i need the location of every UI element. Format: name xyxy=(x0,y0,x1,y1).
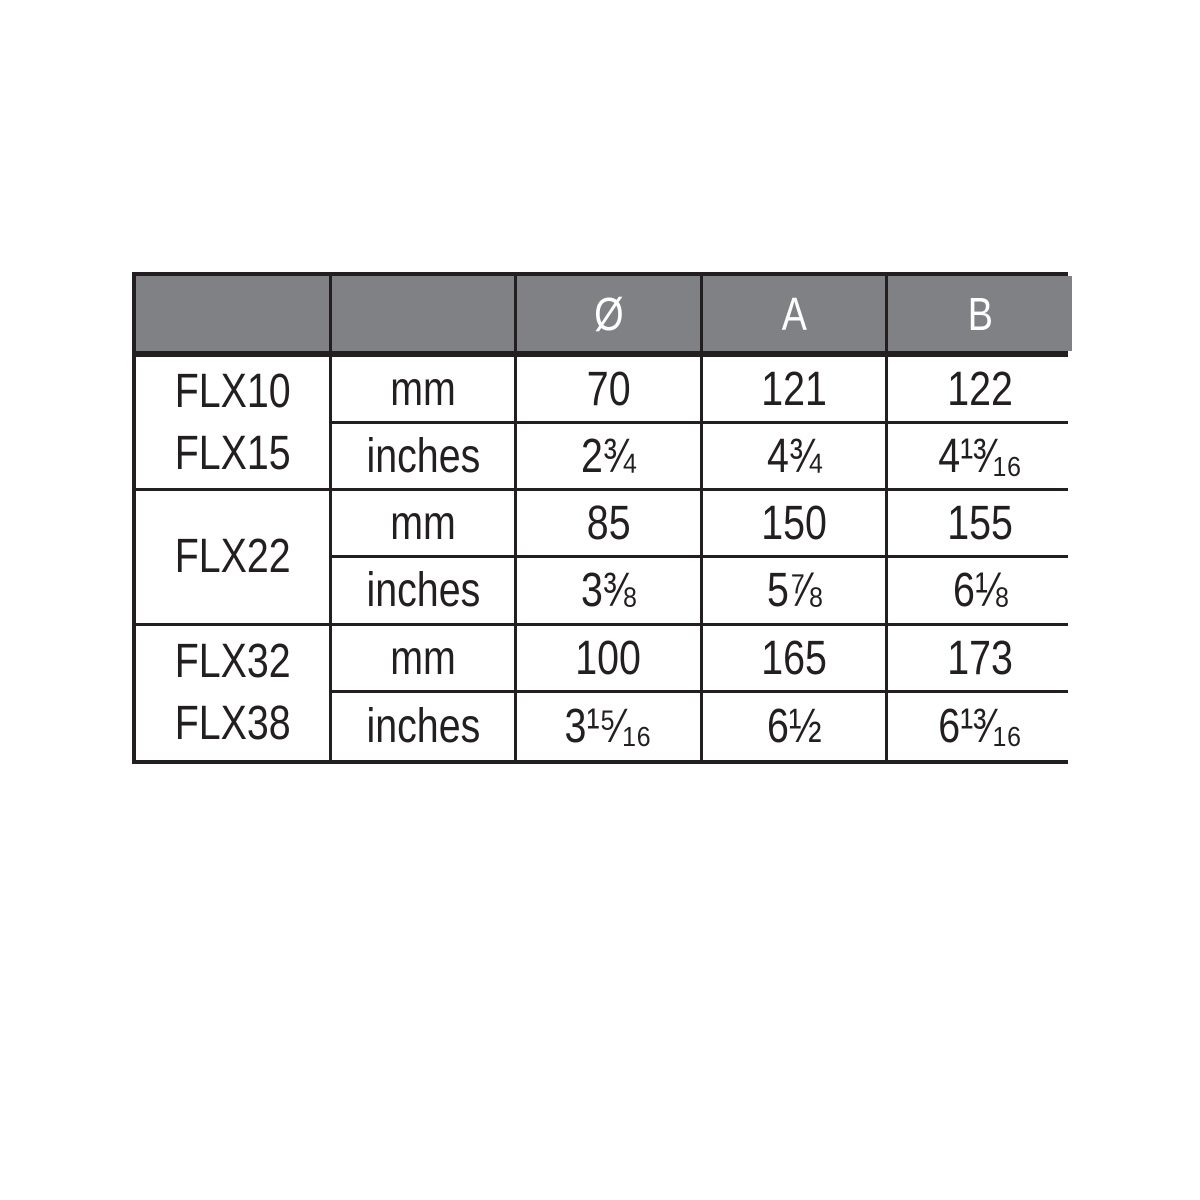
model-name: FLX32 xyxy=(174,635,291,688)
value-cell: 5⅞ xyxy=(703,558,885,623)
header-cell-model xyxy=(136,276,329,351)
unit-cell: mm xyxy=(332,626,514,690)
value-cell: 165 xyxy=(703,626,885,690)
value-cell: 173 xyxy=(888,626,1072,690)
unit-cell: mm xyxy=(332,491,514,555)
value-cell: 150 xyxy=(703,491,885,555)
unit-cell: mm xyxy=(332,357,514,421)
unit-label: mm xyxy=(390,631,456,685)
model-name: FLX10 xyxy=(174,364,291,418)
value-cell: 6⅛ xyxy=(888,558,1072,623)
value-text: 150 xyxy=(761,496,827,550)
model-name: FLX15 xyxy=(174,426,291,480)
value-text: 70 xyxy=(586,362,631,416)
dimensions-table: Ø A B FLX10 FLX15 mm 70 121 122 inches 2¾ 4¾ 4¹³⁄… xyxy=(132,272,1072,764)
value-text: 4¾ xyxy=(766,429,822,483)
value-text: 3¹⁵⁄₁₆ xyxy=(564,700,653,753)
model-name: FLX38 xyxy=(174,697,291,750)
model-cell: FLX32 FLX38 xyxy=(136,626,329,760)
value-cell: 85 xyxy=(517,491,700,555)
value-text: 173 xyxy=(947,631,1013,685)
value-text: 6⅛ xyxy=(952,564,1008,617)
value-cell: 155 xyxy=(888,491,1072,555)
value-cell: 100 xyxy=(517,626,700,690)
header-cell-diameter: Ø xyxy=(517,276,700,351)
unit-label: inches xyxy=(366,429,480,483)
value-text: 155 xyxy=(947,496,1013,550)
value-cell: 2¾ xyxy=(517,424,700,488)
value-cell: 3¹⁵⁄₁₆ xyxy=(517,693,700,760)
value-text: 85 xyxy=(586,496,631,550)
value-text: 165 xyxy=(761,631,827,685)
value-cell: 3⅜ xyxy=(517,558,700,623)
value-text: 5⅞ xyxy=(766,564,822,617)
unit-cell: inches xyxy=(332,424,514,488)
header-cell-a: A xyxy=(703,276,885,351)
value-cell: 4¾ xyxy=(703,424,885,488)
unit-label: inches xyxy=(366,564,480,617)
model-cell: FLX10 FLX15 xyxy=(136,357,329,488)
model-name: FLX22 xyxy=(174,530,291,583)
value-cell: 70 xyxy=(517,357,700,421)
value-text: 6½ xyxy=(766,700,822,753)
value-cell: 121 xyxy=(703,357,885,421)
value-text: 100 xyxy=(575,631,642,685)
value-text: 4¹³⁄₁₆ xyxy=(938,429,1022,483)
value-text: 3⅜ xyxy=(581,564,636,617)
value-cell: 122 xyxy=(888,357,1072,421)
model-cell: FLX22 xyxy=(136,491,329,623)
unit-cell: inches xyxy=(332,558,514,623)
header-text: B xyxy=(967,287,993,340)
unit-label: inches xyxy=(366,700,480,753)
value-text: 6¹³⁄₁₆ xyxy=(938,700,1022,753)
value-cell: 6½ xyxy=(703,693,885,760)
header-cell-b: B xyxy=(888,276,1072,351)
value-text: 2¾ xyxy=(581,429,636,483)
header-cell-unit xyxy=(332,276,514,351)
unit-label: mm xyxy=(390,496,456,550)
value-cell: 6¹³⁄₁₆ xyxy=(888,693,1072,760)
unit-cell: inches xyxy=(332,693,514,760)
header-text: A xyxy=(781,287,807,340)
unit-label: mm xyxy=(390,362,456,416)
value-cell: 4¹³⁄₁₆ xyxy=(888,424,1072,488)
value-text: 121 xyxy=(761,362,827,416)
value-text: 122 xyxy=(947,362,1013,416)
header-text: Ø xyxy=(593,287,624,340)
